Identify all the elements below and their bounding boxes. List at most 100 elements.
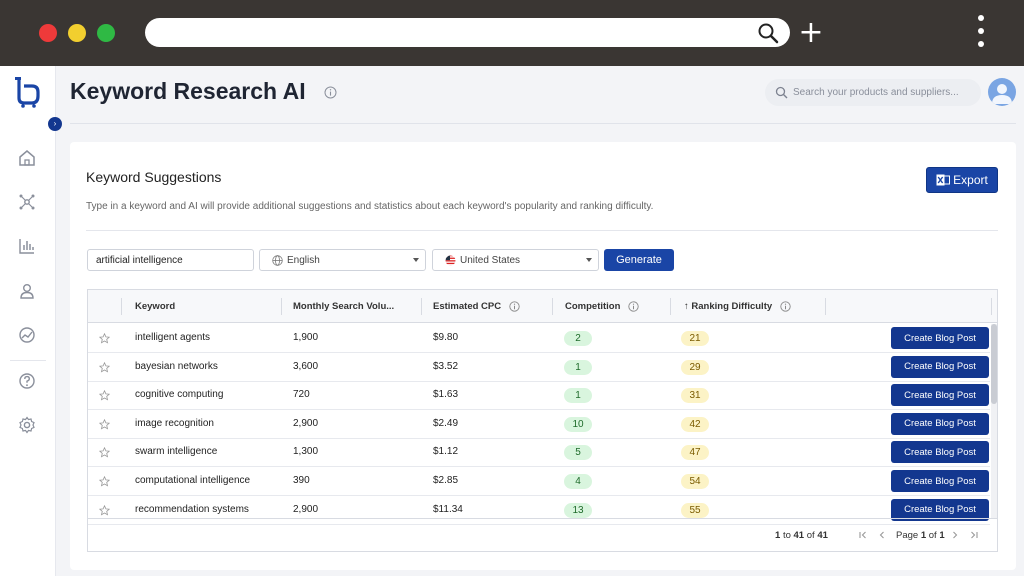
table-header: Keyword Monthly Search Volu... Estimated… — [88, 290, 997, 323]
window-maximize-button[interactable] — [97, 24, 115, 42]
keyword-table: Keyword Monthly Search Volu... Estimated… — [87, 289, 998, 552]
competition-badge: 13 — [564, 502, 592, 518]
keyword-input[interactable] — [87, 249, 254, 271]
last-page-icon[interactable] — [969, 530, 979, 540]
globe-icon — [272, 255, 283, 266]
next-page-icon[interactable] — [950, 530, 960, 540]
sort-ascending-icon: ↑ — [684, 301, 689, 312]
difficulty-badge: 29 — [681, 359, 709, 375]
country-select[interactable]: United States — [432, 249, 599, 271]
language-select[interactable]: English — [259, 249, 426, 271]
first-page-icon[interactable] — [858, 530, 868, 540]
cpc-cell: $1.12 — [433, 446, 459, 458]
scrollbar-thumb[interactable] — [991, 324, 997, 404]
avatar[interactable] — [988, 78, 1016, 106]
column-header-keyword[interactable]: Keyword — [135, 301, 176, 312]
table-row: cognitive computing 720 $1.63 1 31 Create Blo… — [88, 381, 990, 411]
cpc-cell: $1.63 — [433, 389, 459, 401]
star-icon[interactable] — [99, 476, 110, 487]
create-blog-post-button[interactable]: Create Blog Post — [891, 441, 989, 464]
competition-badge: 5 — [564, 445, 592, 461]
table-footer: 1 to 41 of 41 Page 1 of 1 — [88, 518, 997, 551]
star-icon[interactable] — [99, 361, 110, 373]
column-separator — [991, 298, 992, 315]
volume-cell: 3,600 — [293, 360, 319, 372]
star-icon[interactable] — [99, 333, 110, 344]
logo-icon — [15, 77, 40, 108]
column-header-difficulty-label: Ranking Difficulty — [691, 301, 773, 312]
star-icon[interactable] — [99, 418, 110, 430]
network-icon[interactable] — [17, 192, 37, 212]
column-header-competition[interactable]: Competition — [565, 290, 640, 323]
difficulty-badge: 54 — [681, 474, 709, 489]
cpc-cell: $2.85 — [433, 475, 459, 486]
create-blog-post-button[interactable]: Create Blog Post — [891, 327, 989, 349]
info-icon[interactable] — [628, 301, 640, 312]
competition-badge: 1 — [564, 388, 592, 404]
create-blog-post-button[interactable]: Create Blog Post — [891, 384, 989, 407]
us-flag-icon — [445, 255, 456, 266]
difficulty-badge: 47 — [681, 445, 709, 461]
star-icon[interactable] — [99, 390, 110, 401]
create-blog-post-button[interactable]: Create Blog Post — [891, 470, 989, 492]
table-scrollbar[interactable] — [991, 324, 997, 518]
table-row: bayesian networks 3,600 $3.52 1 29 Create Blo… — [88, 353, 990, 382]
star-icon[interactable] — [99, 504, 110, 516]
window-minimize-button[interactable] — [68, 24, 86, 42]
export-button[interactable]: Export — [926, 167, 998, 193]
help-icon[interactable] — [17, 371, 37, 391]
card-description: Type in a keyword and AI will provide ad… — [86, 201, 654, 212]
table-row: swarm intelligence 1,300 $1.12 5 47 Create Bl… — [88, 438, 990, 468]
card-title: Keyword Suggestions — [86, 169, 222, 185]
excel-icon — [936, 174, 951, 186]
column-separator — [121, 298, 122, 315]
column-separator — [421, 298, 422, 315]
language-value: English — [287, 255, 320, 266]
competition-badge: 1 — [564, 359, 592, 375]
new-tab-button[interactable]: + — [798, 15, 824, 50]
settings-icon[interactable] — [17, 415, 37, 435]
user-avatar-icon — [992, 84, 1012, 104]
table-row: image recognition 2,900 $2.49 10 42 Create Bl… — [88, 410, 990, 439]
column-separator — [552, 298, 553, 315]
sidebar-collapse-button[interactable]: › — [48, 117, 62, 131]
volume-cell: 1,900 — [293, 332, 319, 343]
window-close-button[interactable] — [39, 24, 57, 42]
keyword-cell: cognitive computing — [135, 389, 224, 401]
column-separator — [670, 298, 671, 315]
create-blog-post-button[interactable]: Create Blog Post — [891, 412, 989, 435]
search-icon[interactable] — [756, 21, 780, 45]
volume-cell: 2,900 — [293, 503, 319, 515]
difficulty-badge: 31 — [681, 388, 709, 404]
analytics-icon[interactable] — [17, 325, 37, 345]
competition-badge: 10 — [564, 416, 592, 432]
difficulty-badge: 55 — [681, 502, 709, 518]
column-header-difficulty[interactable]: ↑ Ranking Difficulty — [684, 290, 791, 323]
keyword-cell: computational intelligence — [135, 475, 251, 486]
home-icon[interactable] — [17, 148, 37, 168]
global-search — [765, 79, 981, 106]
info-icon[interactable] — [780, 301, 791, 312]
column-header-cpc[interactable]: Estimated CPC — [433, 290, 520, 323]
info-icon[interactable] — [509, 301, 520, 312]
generate-button[interactable]: Generate — [604, 249, 674, 271]
browser-chrome: + — [0, 0, 1024, 66]
create-blog-post-button[interactable]: Create Blog Post — [891, 498, 989, 521]
info-icon[interactable] — [324, 86, 337, 99]
cpc-cell: $11.34 — [433, 503, 463, 515]
competition-badge: 4 — [564, 474, 592, 489]
header-divider — [70, 123, 1016, 124]
bar-chart-icon[interactable] — [17, 236, 37, 256]
page-title: Keyword Research AI — [70, 78, 306, 104]
star-icon[interactable] — [99, 447, 110, 458]
previous-page-icon[interactable] — [877, 530, 887, 540]
search-input[interactable] — [793, 79, 973, 106]
column-header-volume[interactable]: Monthly Search Volu... — [293, 301, 395, 312]
user-icon[interactable] — [17, 281, 37, 301]
browser-menu-icon[interactable] — [974, 15, 988, 55]
create-blog-post-button[interactable]: Create Blog Post — [891, 355, 989, 378]
volume-cell: 720 — [293, 389, 310, 401]
address-bar[interactable] — [145, 18, 790, 47]
column-separator — [825, 298, 826, 315]
cpc-cell: $2.49 — [433, 417, 459, 429]
